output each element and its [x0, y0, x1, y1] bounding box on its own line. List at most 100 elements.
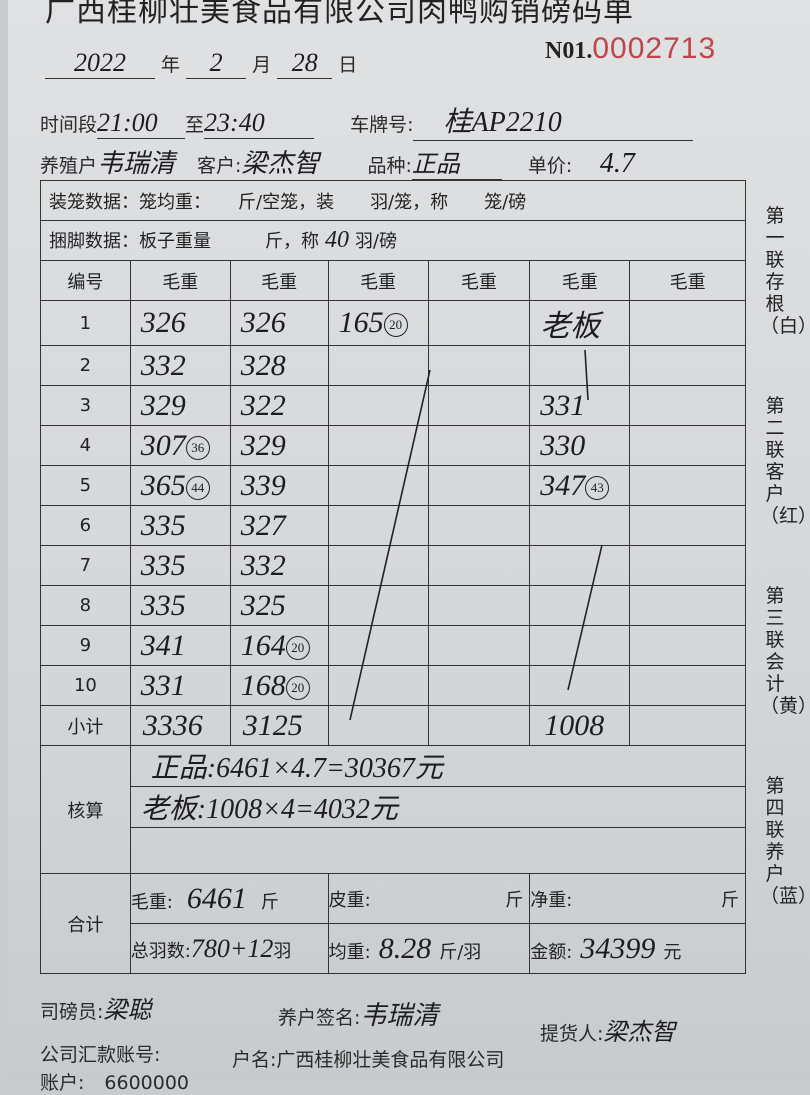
void-line-col3	[349, 369, 431, 721]
account-number-label: 账户:	[40, 1072, 85, 1094]
weight-cell	[327, 665, 429, 706]
weight-cell: 365 44	[129, 465, 231, 506]
weight-value: 331	[140, 668, 186, 702]
weight-value: 329	[240, 428, 286, 462]
weight-value: 341	[140, 628, 186, 662]
weight-value: 328	[240, 348, 286, 382]
jin-unit: 斤	[505, 889, 524, 911]
count-circle: 20	[383, 313, 408, 338]
weight-cell: 325	[229, 585, 329, 626]
count-circle: 20	[285, 675, 310, 700]
weight-cell: 339	[229, 465, 329, 506]
weight-value: 365	[140, 468, 186, 502]
weight-cell: 165 20	[327, 300, 429, 346]
weight-cell: 326	[229, 300, 329, 346]
row-number: 5	[40, 465, 131, 506]
row-number: 2	[40, 345, 131, 386]
weight-value: 327	[240, 508, 286, 542]
weight-cell: 老板	[529, 300, 631, 346]
count-total: 总羽数:780+12羽	[129, 923, 329, 974]
weight-cell	[529, 665, 631, 706]
weight-cell	[629, 665, 746, 706]
copy-note-2: 第二联客户（红）	[760, 395, 810, 527]
weight-cell: 331	[529, 385, 631, 426]
count-value: 780+12	[190, 933, 274, 963]
weight-cell: 330	[529, 425, 631, 466]
farmer-sign-field: 养户签名:韦瑞清	[278, 995, 438, 1032]
table-row: 5 365 44 339 347 43	[40, 465, 746, 506]
weight-cell	[327, 625, 429, 666]
table-row: 10 331 168 20	[40, 665, 746, 706]
account-number: 账户: 6600000	[40, 1068, 189, 1095]
row-number: 1	[40, 300, 131, 346]
account-number-value: 6600000	[104, 1072, 190, 1094]
weight-cell	[529, 625, 631, 666]
farmer-sign-label: 养户签名:	[278, 1007, 361, 1029]
weight-value: 322	[240, 388, 286, 422]
copy-note-1: 第一联存根（白）	[760, 205, 810, 337]
void-line-col5a	[584, 349, 589, 401]
check-line-1: 正品:6461×4.7=30367元	[129, 745, 747, 787]
weight-value: 332	[140, 348, 186, 382]
weight-cell	[629, 465, 746, 506]
tie-label: 捆脚数据：板子重量 斤，称	[49, 231, 319, 252]
time-to: 23:40	[204, 108, 315, 139]
avg-label: 均重:	[328, 941, 371, 963]
serial-number: N01.0002713	[545, 32, 717, 65]
jin-unit: 斤	[260, 891, 279, 913]
jin-unit: 斤	[721, 889, 739, 911]
amount-total: 金额: 34399 元	[529, 923, 746, 974]
weight-cell	[629, 585, 746, 626]
weigher-signature: 梁聪	[103, 998, 152, 1024]
weight-value: 307	[140, 428, 186, 462]
avg-value: 8.28	[378, 931, 432, 965]
weigher-label: 司磅员:	[40, 1001, 104, 1023]
subtotal-col2: 3125	[229, 705, 329, 746]
weight-cell: 168 20	[229, 665, 329, 706]
yuan-unit: 元	[663, 941, 682, 963]
to-label: 至	[185, 114, 205, 136]
customer-label: 客户:	[197, 155, 242, 177]
month-label: 月	[252, 54, 272, 76]
weight-cell: 331	[129, 665, 231, 706]
weight-cell: 322	[229, 385, 329, 426]
weight-cell	[629, 385, 746, 426]
subtotal-col5: 1008	[529, 705, 631, 746]
tie-value: 40	[325, 227, 349, 253]
weight-cell	[427, 300, 531, 346]
weight-value: 325	[240, 588, 286, 622]
weight-cell: 335	[129, 545, 231, 586]
subtotal-label: 小计	[40, 705, 131, 746]
row-number: 10	[40, 665, 131, 706]
yu-unit: 羽	[273, 940, 292, 962]
gross-total: 毛重: 6461 斤	[129, 873, 329, 924]
day-label: 日	[338, 54, 358, 76]
table-row: 8 335 325	[40, 585, 746, 626]
month-value: 2	[186, 48, 247, 79]
tare-total: 皮重: 斤	[327, 873, 531, 924]
table-row: 6 335 327	[40, 505, 746, 546]
form-title: 广西桂柳壮美食品有限公司肉鸭购销磅码单	[45, 0, 634, 29]
account-name-value: 广西桂柳壮美食品有限公司	[276, 1049, 505, 1071]
farmer-signature: 韦瑞清	[360, 1001, 439, 1030]
table-row: 4 307 36 329 330	[40, 425, 746, 466]
check-label: 核算	[40, 745, 131, 874]
weight-cell	[427, 665, 531, 706]
weight-cell	[327, 345, 429, 386]
pickup-label: 提货人:	[540, 1023, 604, 1045]
tie-data-row: 捆脚数据：板子重量 斤，称 40 羽/磅	[40, 220, 746, 261]
breed-value: 正品	[411, 144, 502, 180]
weight-cell: 164 20	[229, 625, 329, 666]
weight-value: 335	[140, 548, 186, 582]
weight-value: 330	[540, 428, 586, 462]
weight-value: 332	[240, 548, 286, 582]
weight-value: 168	[240, 668, 286, 702]
weight-value: 335	[140, 588, 186, 622]
weight-cell	[327, 545, 429, 586]
weight-cell: 326	[129, 300, 231, 346]
weight-value: 165	[338, 306, 384, 339]
avg-unit: 斤/羽	[439, 941, 482, 963]
col-header: 毛重	[229, 260, 329, 301]
weight-cell: 332	[229, 545, 329, 586]
